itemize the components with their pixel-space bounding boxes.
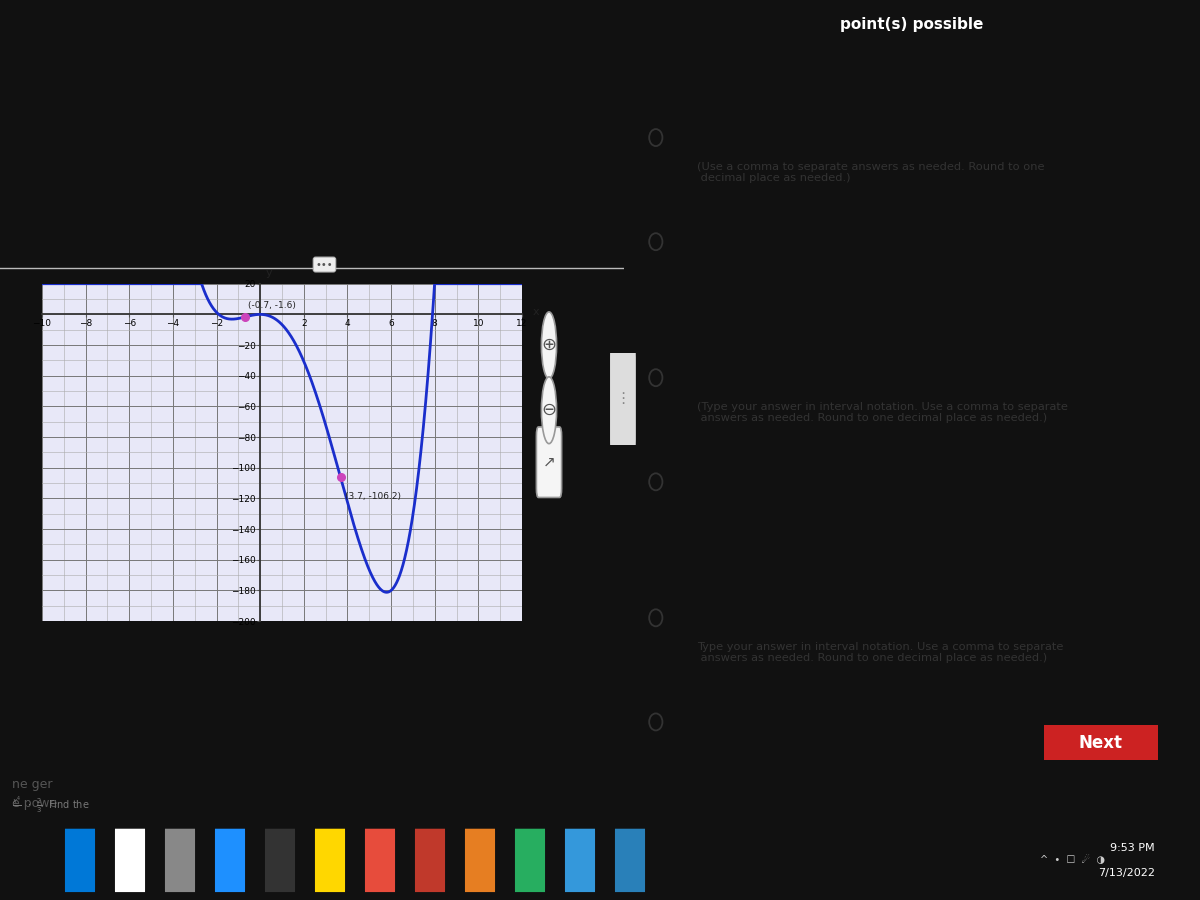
Text: (Type your answer in interval notation. Use a comma to separate
 answers as need: (Type your answer in interval notation. … xyxy=(697,401,1068,423)
Text: B.  The original function is never concave upward.: B. The original function is never concav… xyxy=(680,476,996,489)
FancyBboxPatch shape xyxy=(515,829,545,892)
Text: ⋮: ⋮ xyxy=(616,392,630,406)
Text: ⊕: ⊕ xyxy=(541,337,557,355)
FancyBboxPatch shape xyxy=(1038,724,1164,761)
Text: $\frac{x^4}{~}$  $\cdot$  $\frac{2}{3}$  Find the: $\frac{x^4}{~}$ $\cdot$ $\frac{2}{3}$ Fi… xyxy=(12,796,90,815)
Text: 7/13/2022: 7/13/2022 xyxy=(1098,868,1154,878)
Circle shape xyxy=(541,312,557,379)
Text: ⊖: ⊖ xyxy=(541,401,557,419)
FancyBboxPatch shape xyxy=(565,829,595,892)
FancyBboxPatch shape xyxy=(65,829,95,892)
Text: f $'$(x) $=$ $\frac{x^4}{3}$ $-$ 2x$^3$ $-$ 5x$^2$: f $'$(x) $=$ $\frac{x^4}{3}$ $-$ 2x$^3$ … xyxy=(19,184,241,219)
FancyBboxPatch shape xyxy=(164,829,196,892)
Text: •••: ••• xyxy=(316,259,334,269)
Text: ^  •  ☐  ☄  ◑: ^ • ☐ ☄ ◑ xyxy=(1040,855,1105,866)
Text: B.  The original function is never concave downward.: B. The original function is never concav… xyxy=(680,716,1014,729)
Text: Select the correct choice below and fill in any answer boxes within your choice.: Select the correct choice below and fill… xyxy=(642,61,1140,74)
Text: y: y xyxy=(265,267,272,277)
Text: A.  The original function is concave downward on the interval(s) □.: A. The original function is concave down… xyxy=(680,612,1102,625)
Text: Select the correct choice below and fill in any answer boxes within your choice.: Select the correct choice below and fill… xyxy=(642,302,1140,314)
Text: x: x xyxy=(533,307,540,317)
Text: 9:53 PM: 9:53 PM xyxy=(1110,843,1154,853)
FancyBboxPatch shape xyxy=(215,829,245,892)
FancyBboxPatch shape xyxy=(365,829,395,892)
FancyBboxPatch shape xyxy=(610,348,636,449)
Text: (Use a comma to separate answers as needed. Round to one
 decimal place as neede: (Use a comma to separate answers as need… xyxy=(697,162,1045,184)
Text: A.  The original function is concave upward on the interval(s) □.: A. The original function is concave upwa… xyxy=(680,372,1084,385)
FancyBboxPatch shape xyxy=(614,829,646,892)
Text: ↗: ↗ xyxy=(542,454,556,470)
Text: B.  The original function does not have an inflection point.: B. The original function does not have a… xyxy=(680,236,1045,249)
FancyBboxPatch shape xyxy=(536,427,562,498)
Text: Select the correct choice below and fill in any answer boxes within your choice.: Select the correct choice below and fill… xyxy=(642,541,1140,554)
FancyBboxPatch shape xyxy=(265,829,295,892)
Text: Type your answer in interval notation. Use a comma to separate
 answers as neede: Type your answer in interval notation. U… xyxy=(697,642,1063,663)
Text: Suppose that the graph below is the graph of f ’(x), the derivative of f(x). Fin: Suppose that the graph below is the grap… xyxy=(19,8,532,57)
FancyBboxPatch shape xyxy=(314,829,346,892)
Text: ne ger: ne ger xyxy=(12,778,53,790)
Text: e powe: e powe xyxy=(12,796,58,809)
Text: (-0.7, -1.6): (-0.7, -1.6) xyxy=(248,301,296,310)
FancyBboxPatch shape xyxy=(415,829,445,892)
Text: (3.7, -106.2): (3.7, -106.2) xyxy=(346,491,401,500)
Text: A.  The original function has inflection point(s) at x = □.: A. The original function has inflection … xyxy=(680,132,1033,145)
Text: Next: Next xyxy=(1079,734,1123,752)
Text: point(s) possible: point(s) possible xyxy=(840,17,984,32)
FancyBboxPatch shape xyxy=(115,829,145,892)
Circle shape xyxy=(541,377,557,444)
FancyBboxPatch shape xyxy=(464,829,496,892)
